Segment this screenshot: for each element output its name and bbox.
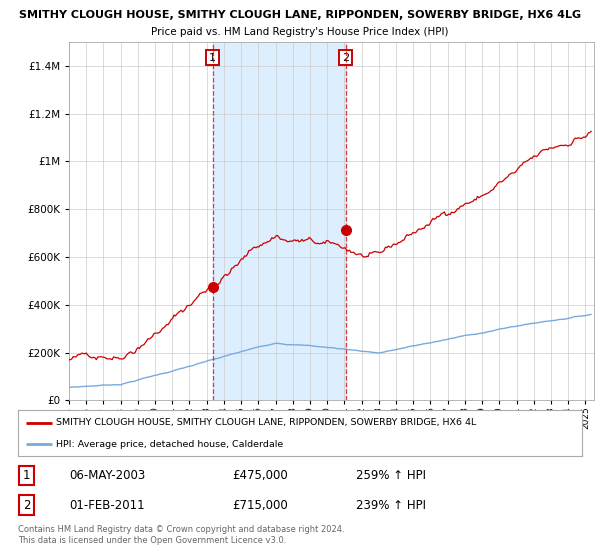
Text: Price paid vs. HM Land Registry's House Price Index (HPI): Price paid vs. HM Land Registry's House … <box>151 27 449 37</box>
Text: 2: 2 <box>342 53 349 63</box>
Text: HPI: Average price, detached house, Calderdale: HPI: Average price, detached house, Cald… <box>56 440 284 449</box>
Text: 1: 1 <box>209 53 216 63</box>
Text: Contains HM Land Registry data © Crown copyright and database right 2024.: Contains HM Land Registry data © Crown c… <box>18 525 344 534</box>
Text: £475,000: £475,000 <box>232 469 288 482</box>
Text: This data is licensed under the Open Government Licence v3.0.: This data is licensed under the Open Gov… <box>18 536 286 545</box>
Bar <box>213 42 346 400</box>
Text: £715,000: £715,000 <box>232 498 288 512</box>
Text: SMITHY CLOUGH HOUSE, SMITHY CLOUGH LANE, RIPPONDEN, SOWERBY BRIDGE, HX6 4L: SMITHY CLOUGH HOUSE, SMITHY CLOUGH LANE,… <box>56 418 476 427</box>
Text: 2: 2 <box>23 498 30 512</box>
Text: 1: 1 <box>23 469 30 482</box>
Text: SMITHY CLOUGH HOUSE, SMITHY CLOUGH LANE, RIPPONDEN, SOWERBY BRIDGE, HX6 4LG: SMITHY CLOUGH HOUSE, SMITHY CLOUGH LANE,… <box>19 10 581 20</box>
Text: 259% ↑ HPI: 259% ↑ HPI <box>356 469 427 482</box>
Text: 06-MAY-2003: 06-MAY-2003 <box>69 469 145 482</box>
Text: 239% ↑ HPI: 239% ↑ HPI <box>356 498 427 512</box>
Text: 01-FEB-2011: 01-FEB-2011 <box>69 498 145 512</box>
